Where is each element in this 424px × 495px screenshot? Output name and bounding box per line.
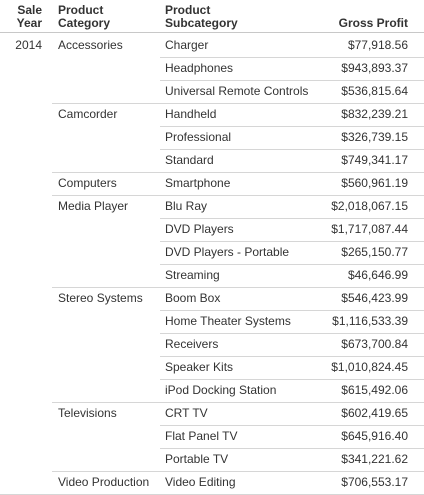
header-sale-year-line1: Sale <box>17 3 42 17</box>
gross-profit-cell[interactable]: $943,893.37 <box>341 61 408 75</box>
header-product-subcategory-line2: Subcategory <box>165 16 238 30</box>
header-sale-year[interactable]: Sale Year <box>0 4 42 30</box>
product-subcategory-cell[interactable]: Receivers <box>165 337 219 351</box>
product-category-cell[interactable]: Accessories <box>58 38 123 52</box>
product-subcategory-cell[interactable]: Boom Box <box>165 291 221 305</box>
product-subcategory-cell[interactable]: Professional <box>165 130 232 144</box>
gross-profit-cell[interactable]: $77,918.56 <box>347 38 408 52</box>
product-subcategory-cell[interactable]: Headphones <box>165 61 234 75</box>
gross-profit-cell[interactable]: $645,916.40 <box>341 429 408 443</box>
row-divider <box>160 264 424 265</box>
product-subcategory-cell[interactable]: Charger <box>165 38 209 52</box>
header-product-category-line1: Product <box>58 3 104 17</box>
product-subcategory-cell[interactable]: Standard <box>165 153 214 167</box>
gross-profit-cell[interactable]: $546,423.99 <box>341 291 408 305</box>
sale-year-cell[interactable]: 2014 <box>15 38 42 52</box>
category-divider <box>52 402 424 403</box>
gross-profit-cell[interactable]: $326,739.15 <box>341 130 408 144</box>
product-category-cell[interactable]: Video Production <box>58 475 150 489</box>
header-gross-profit[interactable]: Gross Profit <box>338 16 408 30</box>
header-product-category[interactable]: Product Category <box>58 4 110 30</box>
row-divider <box>160 80 424 81</box>
gross-profit-cell[interactable]: $749,341.17 <box>341 153 408 167</box>
header-product-subcategory[interactable]: Product Subcategory <box>165 4 238 30</box>
row-divider <box>160 425 424 426</box>
gross-profit-cell[interactable]: $1,010,824.45 <box>331 360 408 374</box>
gross-profit-cell[interactable]: $265,150.77 <box>341 245 408 259</box>
product-category-cell[interactable]: Televisions <box>58 406 117 420</box>
category-divider <box>52 172 424 173</box>
product-subcategory-cell[interactable]: Video Editing <box>165 475 236 489</box>
product-subcategory-cell[interactable]: Speaker Kits <box>165 360 234 374</box>
row-divider <box>160 310 424 311</box>
row-divider <box>160 57 424 58</box>
product-subcategory-cell[interactable]: CRT TV <box>165 406 208 420</box>
product-subcategory-cell[interactable]: Blu Ray <box>165 199 208 213</box>
product-category-cell[interactable]: Camcorder <box>58 107 118 121</box>
gross-profit-cell[interactable]: $341,221.62 <box>341 452 408 466</box>
product-category-cell[interactable]: Computers <box>58 176 117 190</box>
product-subcategory-cell[interactable]: DVD Players - Portable <box>165 245 290 259</box>
row-divider <box>160 356 424 357</box>
header-product-subcategory-line1: Product <box>165 3 211 17</box>
gross-profit-cell[interactable]: $673,700.84 <box>341 337 408 351</box>
gross-profit-cell[interactable]: $832,239.21 <box>341 107 408 121</box>
gross-profit-cell[interactable]: $1,116,533.39 <box>332 314 408 328</box>
gross-profit-cell[interactable]: $615,492.06 <box>341 383 408 397</box>
table-header: Sale Year Product Category Product Subca… <box>0 0 424 34</box>
gross-profit-cell[interactable]: $602,419.65 <box>341 406 408 420</box>
category-divider <box>52 287 424 288</box>
row-divider <box>160 379 424 380</box>
product-subcategory-cell[interactable]: Handheld <box>165 107 217 121</box>
gross-profit-cell[interactable]: $706,553.17 <box>341 475 408 489</box>
gross-profit-cell[interactable]: $536,815.64 <box>341 84 408 98</box>
gross-profit-cell[interactable]: $560,961.19 <box>341 176 408 190</box>
product-subcategory-cell[interactable]: Flat Panel TV <box>165 429 238 443</box>
gross-profit-cell[interactable]: $46,646.99 <box>347 268 408 282</box>
product-subcategory-cell[interactable]: DVD Players <box>165 222 234 236</box>
row-divider <box>160 126 424 127</box>
category-divider <box>52 471 424 472</box>
product-category-cell[interactable]: Stereo Systems <box>58 291 143 305</box>
category-divider <box>52 103 424 104</box>
header-divider <box>0 32 424 33</box>
product-subcategory-cell[interactable]: Portable TV <box>165 452 229 466</box>
product-subcategory-cell[interactable]: Streaming <box>165 268 220 282</box>
row-divider <box>160 333 424 334</box>
product-category-cell[interactable]: Media Player <box>58 199 129 213</box>
row-divider <box>160 218 424 219</box>
row-divider <box>160 149 424 150</box>
row-divider <box>160 241 424 242</box>
row-divider <box>160 448 424 449</box>
gross-profit-cell[interactable]: $2,018,067.15 <box>331 199 408 213</box>
gross-profit-cell[interactable]: $1,717,087.44 <box>331 222 408 236</box>
product-subcategory-cell[interactable]: Smartphone <box>165 176 231 190</box>
category-divider <box>52 195 424 196</box>
header-sale-year-line2: Year <box>16 16 42 30</box>
product-subcategory-cell[interactable]: Home Theater Systems <box>165 314 291 328</box>
product-subcategory-cell[interactable]: Universal Remote Controls <box>165 84 309 98</box>
header-product-category-line2: Category <box>58 16 111 30</box>
product-subcategory-cell[interactable]: iPod Docking Station <box>165 383 277 397</box>
